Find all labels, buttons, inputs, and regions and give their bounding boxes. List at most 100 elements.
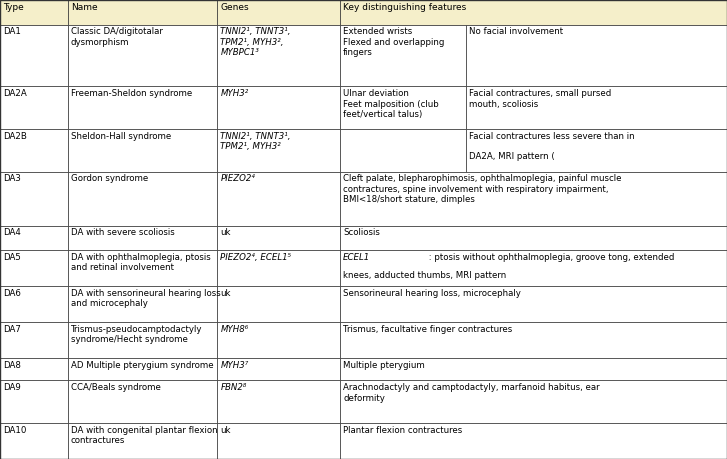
Text: DA2B: DA2B xyxy=(3,132,27,141)
Bar xyxy=(0,172,68,225)
Bar xyxy=(68,172,217,225)
Bar xyxy=(217,322,340,358)
Bar xyxy=(340,172,727,225)
Bar xyxy=(68,381,217,423)
Bar xyxy=(68,250,217,286)
Text: DA6: DA6 xyxy=(3,289,21,298)
Text: DA2A, MRI pattern (: DA2A, MRI pattern ( xyxy=(469,152,555,161)
Bar xyxy=(340,423,727,459)
Text: Ulnar deviation
Feet malposition (club
feet/vertical talus): Ulnar deviation Feet malposition (club f… xyxy=(343,89,439,119)
Bar xyxy=(0,250,68,286)
Bar xyxy=(217,358,340,381)
Text: DA7: DA7 xyxy=(3,325,21,334)
Bar xyxy=(340,0,727,25)
Text: : ptosis without ophthalmoplegia, groove tong, extended: : ptosis without ophthalmoplegia, groove… xyxy=(425,253,674,262)
Bar xyxy=(340,358,727,381)
Bar xyxy=(0,381,68,423)
Text: ECEL1: ECEL1 xyxy=(343,253,370,262)
Text: DA with severe scoliosis: DA with severe scoliosis xyxy=(71,228,174,237)
Bar xyxy=(68,86,217,129)
Bar xyxy=(68,0,217,25)
Bar xyxy=(0,0,68,25)
Bar xyxy=(340,25,466,86)
Text: MYH8⁶: MYH8⁶ xyxy=(220,325,249,334)
Bar xyxy=(466,129,727,172)
Text: DA9: DA9 xyxy=(3,383,20,392)
Bar xyxy=(340,322,727,358)
Text: Multiple pterygium: Multiple pterygium xyxy=(343,361,425,370)
Bar xyxy=(217,250,340,286)
Text: MYH3⁷: MYH3⁷ xyxy=(220,361,249,370)
Text: DA4: DA4 xyxy=(3,228,21,237)
Bar xyxy=(0,25,68,86)
Bar xyxy=(466,25,727,86)
Bar xyxy=(466,86,727,129)
Bar xyxy=(0,358,68,381)
Text: DA with sensorineural hearing loss
and microcephaly: DA with sensorineural hearing loss and m… xyxy=(71,289,220,308)
Text: FBN2⁸: FBN2⁸ xyxy=(220,383,246,392)
Text: TNNI2¹, TNNT3¹,
TPM2¹, MYH3²,
MYBPC1³: TNNI2¹, TNNT3¹, TPM2¹, MYH3², MYBPC1³ xyxy=(220,28,291,57)
Text: AD Multiple pterygium syndrome: AD Multiple pterygium syndrome xyxy=(71,361,214,370)
Bar xyxy=(68,25,217,86)
Text: Sheldon-Hall syndrome: Sheldon-Hall syndrome xyxy=(71,132,171,141)
Text: Genes: Genes xyxy=(220,3,249,12)
Bar xyxy=(340,225,727,250)
Bar xyxy=(217,423,340,459)
Text: Type: Type xyxy=(3,3,24,12)
Text: Gordon syndrome: Gordon syndrome xyxy=(71,174,148,184)
Bar xyxy=(0,423,68,459)
Bar xyxy=(68,286,217,322)
Text: Extended wrists
Flexed and overlapping
fingers: Extended wrists Flexed and overlapping f… xyxy=(343,28,444,57)
Text: DA with ophthalmoplegia, ptosis
and retinal involvement: DA with ophthalmoplegia, ptosis and reti… xyxy=(71,253,211,272)
Bar xyxy=(217,0,340,25)
Text: Trismus, facultative finger contractures: Trismus, facultative finger contractures xyxy=(343,325,513,334)
Text: knees, adducted thumbs, MRI pattern: knees, adducted thumbs, MRI pattern xyxy=(343,271,507,280)
Text: DA8: DA8 xyxy=(3,361,21,370)
Text: Cleft palate, blepharophimosis, ophthalmoplegia, painful muscle
contractures, sp: Cleft palate, blepharophimosis, ophthalm… xyxy=(343,174,622,204)
Text: Classic DA/digitotalar
dysmorphism: Classic DA/digitotalar dysmorphism xyxy=(71,28,163,47)
Bar xyxy=(217,172,340,225)
Text: Facial contractures, small pursed
mouth, scoliosis: Facial contractures, small pursed mouth,… xyxy=(469,89,611,109)
Bar xyxy=(340,129,466,172)
Bar xyxy=(0,286,68,322)
Bar xyxy=(217,225,340,250)
Bar xyxy=(0,225,68,250)
Bar xyxy=(340,381,727,423)
Bar xyxy=(217,25,340,86)
Bar xyxy=(68,129,217,172)
Text: Facial contractures less severe than in: Facial contractures less severe than in xyxy=(469,132,635,141)
Text: Name: Name xyxy=(71,3,97,12)
Text: Arachnodactyly and camptodactyly, marfanoid habitus, ear
deformity: Arachnodactyly and camptodactyly, marfan… xyxy=(343,383,600,403)
Bar xyxy=(217,86,340,129)
Bar xyxy=(217,129,340,172)
Bar xyxy=(217,381,340,423)
Bar xyxy=(0,86,68,129)
Bar xyxy=(340,286,727,322)
Text: DA5: DA5 xyxy=(3,253,21,262)
Text: Key distinguishing features: Key distinguishing features xyxy=(343,3,467,12)
Bar xyxy=(0,129,68,172)
Bar xyxy=(68,322,217,358)
Text: MYH3²: MYH3² xyxy=(220,89,249,98)
Text: Freeman-Sheldon syndrome: Freeman-Sheldon syndrome xyxy=(71,89,192,98)
Bar xyxy=(68,423,217,459)
Text: PIEZO2⁴: PIEZO2⁴ xyxy=(220,174,255,184)
Text: DA10: DA10 xyxy=(3,426,26,435)
Bar xyxy=(68,358,217,381)
Text: No facial involvement: No facial involvement xyxy=(469,28,563,36)
Bar xyxy=(0,322,68,358)
Text: DA2A: DA2A xyxy=(3,89,27,98)
Text: Scoliosis: Scoliosis xyxy=(343,228,380,237)
Text: CCA/Beals syndrome: CCA/Beals syndrome xyxy=(71,383,161,392)
Bar xyxy=(217,286,340,322)
Bar xyxy=(340,250,727,286)
Text: DA1: DA1 xyxy=(3,28,21,36)
Text: uk: uk xyxy=(220,289,230,298)
Text: Trismus-pseudocamptodactyly
syndrome/Hecht syndrome: Trismus-pseudocamptodactyly syndrome/Hec… xyxy=(71,325,202,344)
Text: DA3: DA3 xyxy=(3,174,21,184)
Text: uk: uk xyxy=(220,228,230,237)
Text: uk: uk xyxy=(220,426,230,435)
Text: PIEZO2⁴, ECEL1⁵: PIEZO2⁴, ECEL1⁵ xyxy=(220,253,292,262)
Text: Plantar flexion contractures: Plantar flexion contractures xyxy=(343,426,462,435)
Text: Sensorineural hearing loss, microcephaly: Sensorineural hearing loss, microcephaly xyxy=(343,289,521,298)
